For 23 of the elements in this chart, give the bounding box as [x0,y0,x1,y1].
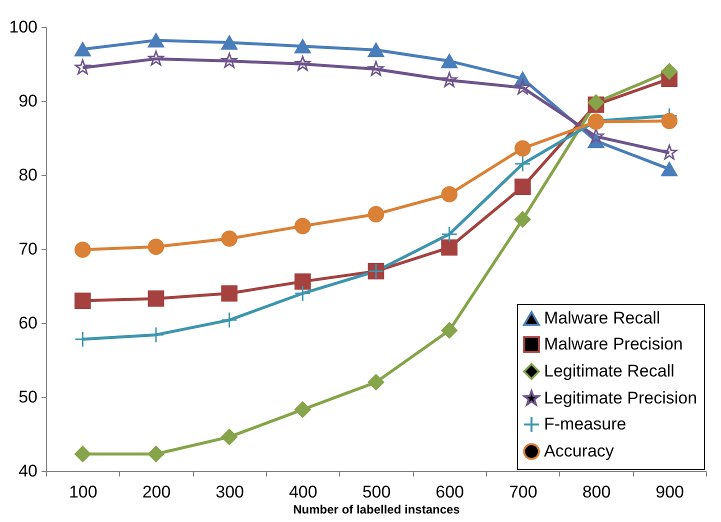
y-tick-label: 80 [18,166,38,184]
legend-label: Accuracy [544,442,614,460]
x-tick-label: 500 [362,482,391,502]
x-tick-label: 400 [288,482,318,502]
x-tick-label: 800 [582,482,611,502]
y-tick-label: 50 [18,388,38,406]
x-tick-label: 200 [142,482,171,502]
x-tick-label: 300 [216,482,244,502]
x-tick-label: 600 [436,482,464,502]
y-tick-label: 40 [18,462,38,480]
legend-label: Legitimate Precision [544,388,698,408]
y-tick-label: 60 [18,314,38,332]
y-tick-label: 100 [9,18,38,36]
x-tick-label: 100 [68,482,98,502]
legend-label: F-measure [544,414,626,434]
legend-label: Malware Precision [544,334,683,354]
y-tick-label: 90 [18,92,38,110]
y-tick-label: 70 [18,240,38,258]
x-axis-title: Number of labelled instances [293,502,460,516]
legend-label: Legitimate Recall [544,362,674,380]
x-tick-label: 700 [508,482,538,502]
x-tick-label: 900 [656,482,684,502]
legend-label: Malware Recall [544,308,660,328]
